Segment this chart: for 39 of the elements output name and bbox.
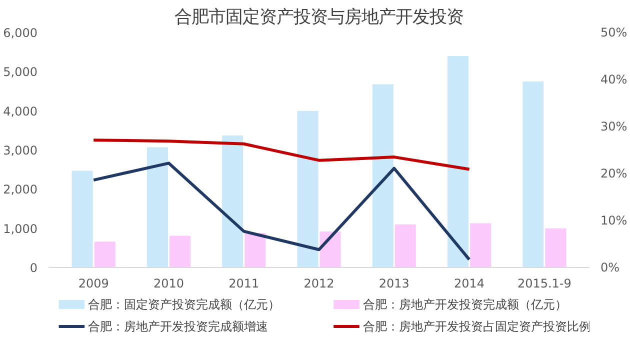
y2-tick-label: 30% [600, 120, 628, 134]
y-tick-label: 3,000 [3, 144, 38, 158]
y2-tick-label: 40% [600, 72, 628, 86]
bar [470, 223, 492, 268]
legend-label: 合肥：房地产开发投资完成额增速 [88, 320, 268, 334]
bar [545, 228, 566, 268]
bar [244, 233, 266, 268]
bar [94, 242, 116, 268]
bar [72, 170, 93, 268]
y2-tick-label: 10% [600, 214, 628, 228]
y-tick-label: 4,000 [3, 104, 38, 118]
y2-tick-label: 50% [600, 26, 628, 40]
y-tick-label: 0 [30, 261, 38, 275]
bar [222, 136, 244, 268]
y-tick-label: 2,000 [3, 182, 38, 197]
y2-tick-label: 0% [600, 260, 620, 274]
bar [447, 56, 469, 268]
bar [169, 236, 191, 268]
y2-tick-label: 20% [600, 166, 628, 180]
bar [522, 81, 544, 268]
bar [146, 147, 168, 268]
bar [394, 224, 416, 268]
chart-title: 合肥市固定资产投资与房地产开发投资 [174, 8, 464, 28]
x-tick-label: 2012 [304, 276, 334, 290]
x-tick-label: 2011 [228, 276, 260, 290]
x-tick-label: 2013 [378, 276, 410, 290]
legend-label: 合肥：固定资产投资完成额（亿元） [88, 298, 280, 312]
x-tick-label: 2015.1-9 [517, 276, 572, 290]
legend-label: 合肥：房地产开发投资完成额（亿元） [362, 298, 567, 312]
line-series [92, 162, 471, 262]
bar [372, 84, 394, 268]
x-tick-label: 2014 [454, 276, 485, 290]
line-series [92, 138, 471, 171]
y-tick-label: 1,000 [3, 222, 38, 236]
y-tick-label: 5,000 [3, 65, 38, 80]
bar [297, 110, 318, 268]
x-tick-label: 2010 [153, 276, 184, 290]
y-tick-label: 6,000 [3, 26, 38, 40]
x-tick-label: 2009 [78, 276, 109, 290]
